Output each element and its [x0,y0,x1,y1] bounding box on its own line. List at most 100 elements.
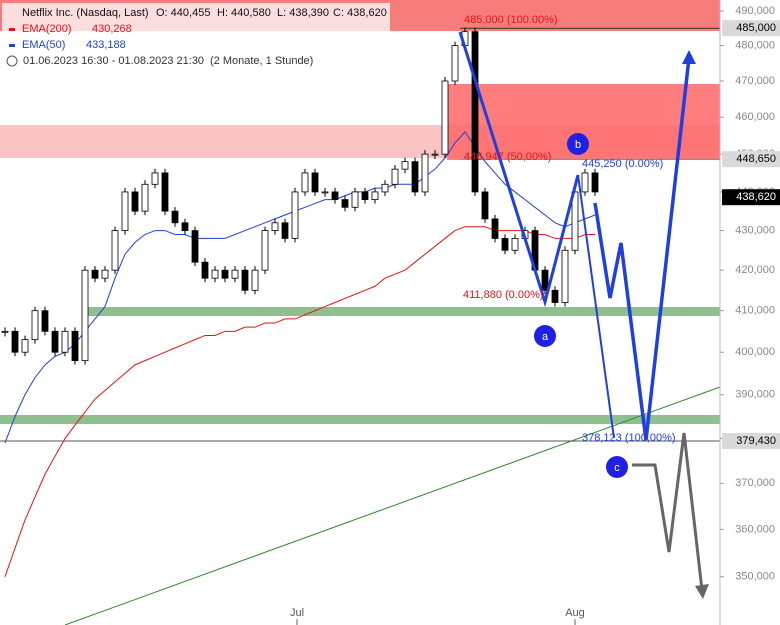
candle [51,330,59,353]
legend-swatch [9,28,15,31]
arrow-head [695,584,709,599]
wave-label: a [542,331,549,343]
candle [401,161,409,170]
candle [471,31,479,193]
wave-marker [534,325,556,347]
annotation: 411,880 (0.00%) [463,289,544,301]
wave [458,31,580,308]
legend-swatch [9,44,15,47]
candle [61,330,69,353]
legend-label: EMA(200) [22,23,72,35]
candle [71,330,79,362]
candle [431,153,439,156]
candle [291,191,299,239]
x-tick-label: Jul [290,607,304,619]
price-tag [722,432,780,449]
y-tick-label: 480,000 [735,40,775,52]
support-zone [82,307,720,316]
candle [451,45,459,82]
candle [501,238,509,251]
candle [81,269,89,362]
period: 01.06.2023 16:30 - 01.08.2023 21:30 [23,55,204,67]
y-tick-label: 350,000 [735,571,775,583]
projection [593,57,691,441]
legend: EMA(200) 430,268 EMA(50) 433,188 [9,23,132,51]
candle [131,191,139,212]
candle [221,269,229,279]
candle [41,310,49,332]
axis-background [720,0,780,625]
y-tick-label: 460,000 [735,111,775,123]
candle [481,191,489,220]
trend-line [64,386,721,625]
annotation: 485,000 (100.00%) [464,14,558,26]
candle [151,172,159,185]
support-zone [0,415,720,424]
ohlc: L: 438,390 [277,7,329,19]
candle [121,191,129,231]
candle [391,168,399,185]
wave-marker [606,456,628,478]
candle [241,269,249,291]
legend-background [2,3,390,69]
candle [411,161,419,193]
y-tick-label: 420,000 [735,264,775,276]
y-tick-label: 370,000 [735,477,775,489]
candle [541,269,549,291]
candle [341,199,349,208]
annotation: 445,250 (0.00%) [582,158,663,170]
candle [331,191,339,200]
y-tick-label: 390,000 [735,389,775,401]
candle [1,330,9,333]
price-tag-label: 379,430 [736,435,776,447]
candle [171,210,179,224]
candle [231,269,239,279]
candle [491,218,499,239]
price-tag [722,189,780,206]
candle [261,230,269,271]
candle [111,230,119,271]
y-tick-label: 400,000 [735,346,775,358]
candle [101,269,109,279]
arrow-head [682,50,696,64]
y-tick-label: 470,000 [735,75,775,87]
wave-marker [567,133,589,155]
candle [191,230,199,263]
price-tag-label: 448,650 [736,153,776,165]
candle [381,183,389,193]
plot [0,27,720,577]
candle [91,269,99,279]
candle [11,330,19,353]
y-axis: 350,000360,000370,000380,000390,000400,0… [290,5,780,625]
candle [321,191,329,194]
candle [421,153,429,193]
candle [571,191,579,251]
period-note: (2 Monate, 1 Stunde) [210,55,313,67]
candle [141,183,149,212]
wave-label: c [614,462,620,474]
candle [161,172,169,212]
candle [21,339,29,353]
candle [581,172,589,193]
y-tick-label: 490,000 [735,5,775,17]
candle [271,222,279,231]
price-tag [722,20,780,37]
price-tag-label: 438,620 [736,191,776,203]
price-tag-label: 485,000 [736,22,776,34]
ema-line [4,131,596,444]
candle [201,261,209,279]
candle [251,269,259,291]
projection [632,432,704,591]
candle [31,310,39,341]
legend-label: EMA(50) [22,39,65,51]
ohlc: H: 440,580 [217,7,271,19]
title: Netflix Inc. (Nasdaq, Last) [22,7,149,19]
candle [591,172,599,193]
legend-value: 433,188 [86,39,126,51]
ohlc: O: 440,455 [156,7,210,19]
candle [181,222,189,231]
y-tick-label: 410,000 [735,305,775,317]
price-tag [722,151,780,168]
candle [561,249,569,303]
